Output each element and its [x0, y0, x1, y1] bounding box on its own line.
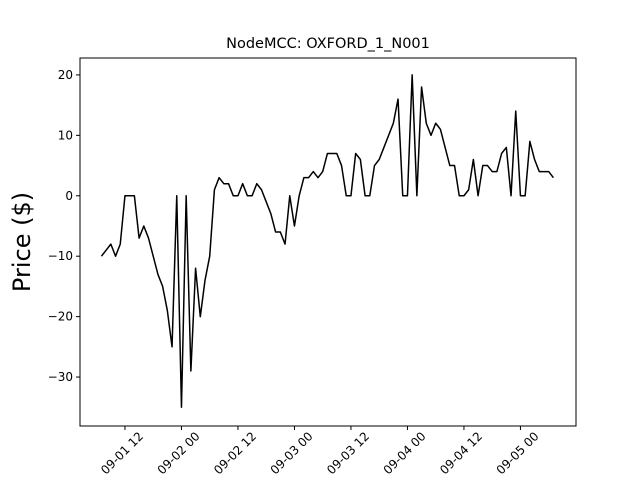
y-axis-label: Price ($) [8, 192, 36, 292]
x-tick-label: 09-02 00 [155, 429, 203, 477]
x-tick-label: 09-03 12 [324, 429, 372, 477]
x-tick-label: 09-05 00 [494, 429, 542, 477]
chart-title: NodeMCC: OXFORD_1_N001 [226, 36, 430, 52]
x-tick-label: 09-03 00 [268, 429, 316, 477]
y-tick-label: 20 [58, 68, 73, 82]
x-tick-label: 09-04 12 [437, 429, 485, 477]
y-tick-label: −30 [48, 370, 73, 384]
price-line [100, 74, 554, 409]
y-tick-label: 10 [58, 128, 73, 142]
y-tick-label: −10 [48, 249, 73, 263]
y-tick-label: −20 [48, 310, 73, 324]
plot-frame [79, 57, 577, 427]
y-tick-label: 0 [65, 189, 73, 203]
x-tick-label: 09-01 12 [98, 429, 146, 477]
x-tick-label: 09-02 12 [211, 429, 259, 477]
x-tick-label: 09-04 00 [381, 429, 429, 477]
